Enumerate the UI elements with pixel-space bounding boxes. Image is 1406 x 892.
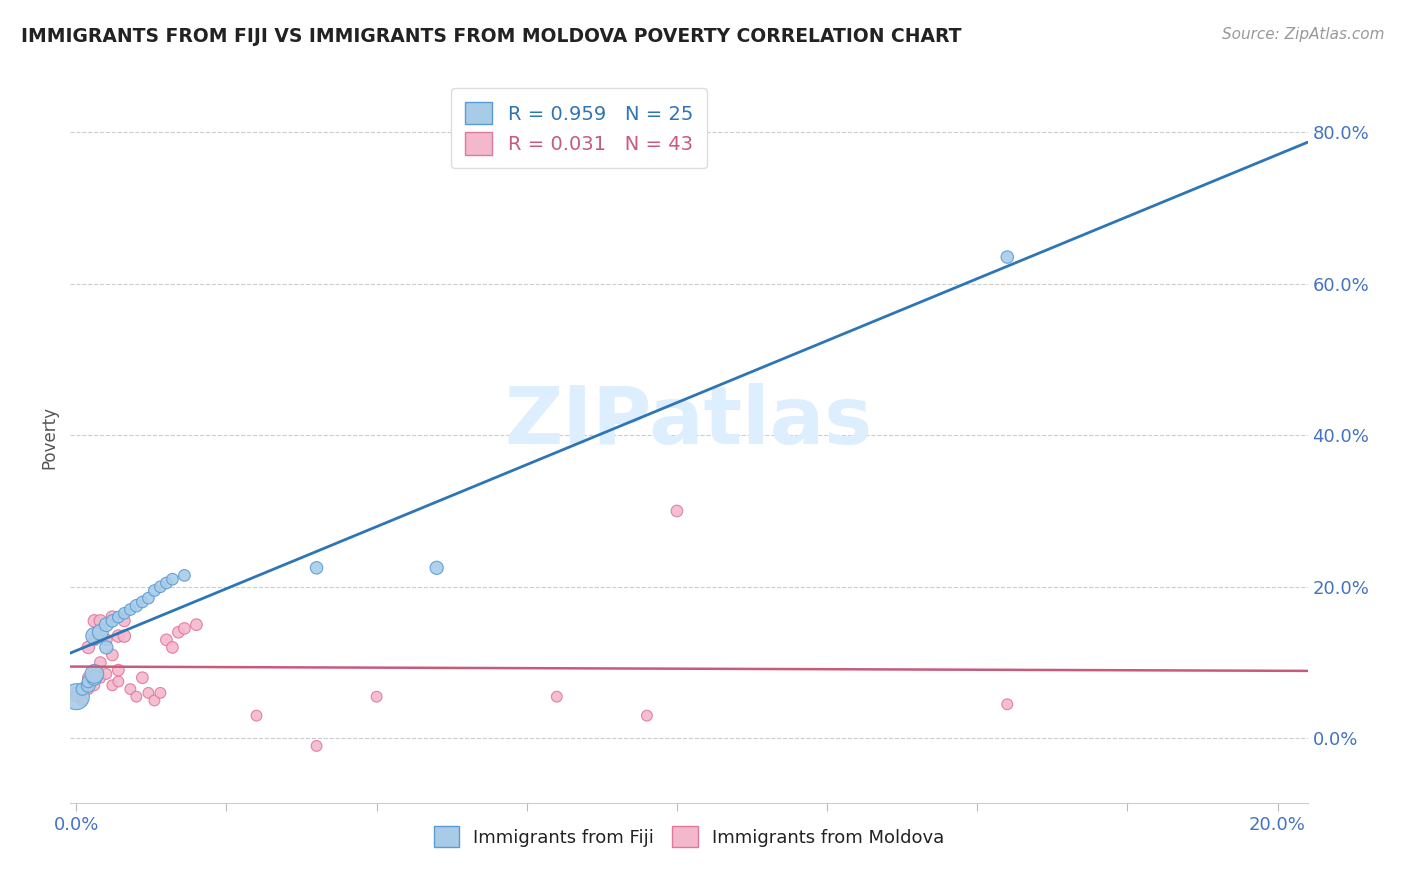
Point xyxy=(665,504,688,518)
Point xyxy=(107,629,129,643)
Point xyxy=(101,614,124,628)
Point xyxy=(83,632,105,647)
Point xyxy=(112,607,135,621)
Point xyxy=(77,640,100,655)
Point xyxy=(131,595,153,609)
Point xyxy=(83,671,105,685)
Point xyxy=(101,648,124,662)
Point xyxy=(77,674,100,689)
Text: Source: ZipAtlas.com: Source: ZipAtlas.com xyxy=(1222,27,1385,42)
Point xyxy=(138,686,160,700)
Point xyxy=(72,686,94,700)
Point xyxy=(155,632,177,647)
Point xyxy=(636,708,658,723)
Point xyxy=(245,708,267,723)
Point xyxy=(89,671,111,685)
Point xyxy=(149,580,172,594)
Point xyxy=(83,614,105,628)
Point xyxy=(65,690,87,704)
Point xyxy=(89,656,111,670)
Point xyxy=(77,678,100,692)
Point xyxy=(546,690,568,704)
Point xyxy=(173,622,195,636)
Point xyxy=(107,663,129,677)
Point xyxy=(167,625,190,640)
Text: IMMIGRANTS FROM FIJI VS IMMIGRANTS FROM MOLDOVA POVERTY CORRELATION CHART: IMMIGRANTS FROM FIJI VS IMMIGRANTS FROM … xyxy=(21,27,962,45)
Point xyxy=(366,690,388,704)
Point xyxy=(112,629,135,643)
Point xyxy=(149,686,172,700)
Point xyxy=(107,674,129,689)
Text: ZIPatlas: ZIPatlas xyxy=(505,384,873,461)
Point xyxy=(120,682,142,697)
Point xyxy=(77,674,100,689)
Point xyxy=(96,632,118,647)
Point xyxy=(83,667,105,681)
Point xyxy=(305,561,328,575)
Point xyxy=(138,591,160,606)
Point xyxy=(83,663,105,677)
Point xyxy=(995,250,1018,264)
Point xyxy=(96,617,118,632)
Point xyxy=(83,678,105,692)
Point xyxy=(77,682,100,697)
Point xyxy=(131,671,153,685)
Y-axis label: Poverty: Poverty xyxy=(41,406,59,468)
Point xyxy=(305,739,328,753)
Point xyxy=(426,561,449,575)
Point xyxy=(72,693,94,707)
Point xyxy=(143,583,166,598)
Point xyxy=(107,610,129,624)
Point xyxy=(173,568,195,582)
Point xyxy=(155,576,177,591)
Point xyxy=(125,690,148,704)
Point xyxy=(77,671,100,685)
Point xyxy=(162,640,184,655)
Point xyxy=(96,640,118,655)
Point xyxy=(65,690,87,704)
Point xyxy=(83,629,105,643)
Point xyxy=(96,667,118,681)
Point xyxy=(995,698,1018,712)
Point xyxy=(89,625,111,640)
Point xyxy=(72,682,94,697)
Point xyxy=(186,617,208,632)
Point xyxy=(89,614,111,628)
Point xyxy=(143,693,166,707)
Point xyxy=(162,572,184,586)
Point xyxy=(101,678,124,692)
Point xyxy=(125,599,148,613)
Point xyxy=(65,686,87,700)
Point xyxy=(112,614,135,628)
Legend: Immigrants from Fiji, Immigrants from Moldova: Immigrants from Fiji, Immigrants from Mo… xyxy=(420,814,957,860)
Point xyxy=(101,610,124,624)
Point xyxy=(120,602,142,616)
